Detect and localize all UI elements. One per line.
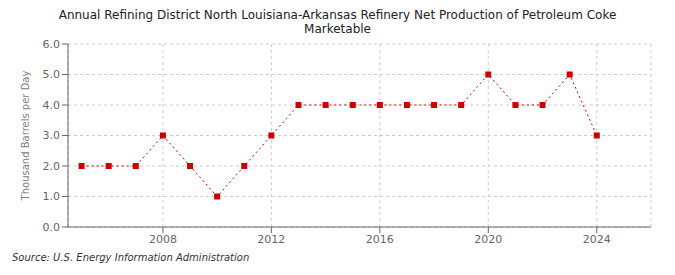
svg-text:2024: 2024 <box>583 233 611 246</box>
svg-text:6.0: 6.0 <box>43 38 61 51</box>
svg-text:3.0: 3.0 <box>43 129 61 142</box>
svg-text:2020: 2020 <box>474 233 502 246</box>
svg-text:2012: 2012 <box>257 233 285 246</box>
svg-text:2008: 2008 <box>149 233 177 246</box>
svg-text:2.0: 2.0 <box>43 160 61 173</box>
svg-text:5.0: 5.0 <box>43 68 61 81</box>
svg-text:0.0: 0.0 <box>43 221 61 234</box>
svg-text:Thousand Barrels per Day: Thousand Barrels per Day <box>20 71 31 202</box>
html-text:Annual Refining District North: Annual Refining District North Louisiana… <box>58 8 617 36</box>
svg-text:1.0: 1.0 <box>43 190 61 203</box>
svg-text:2016: 2016 <box>366 233 394 246</box>
html-text:Source: U.S. Energy Informatio: Source: U.S. Energy Information Administ… <box>12 252 250 263</box>
svg-text:4.0: 4.0 <box>43 99 61 112</box>
